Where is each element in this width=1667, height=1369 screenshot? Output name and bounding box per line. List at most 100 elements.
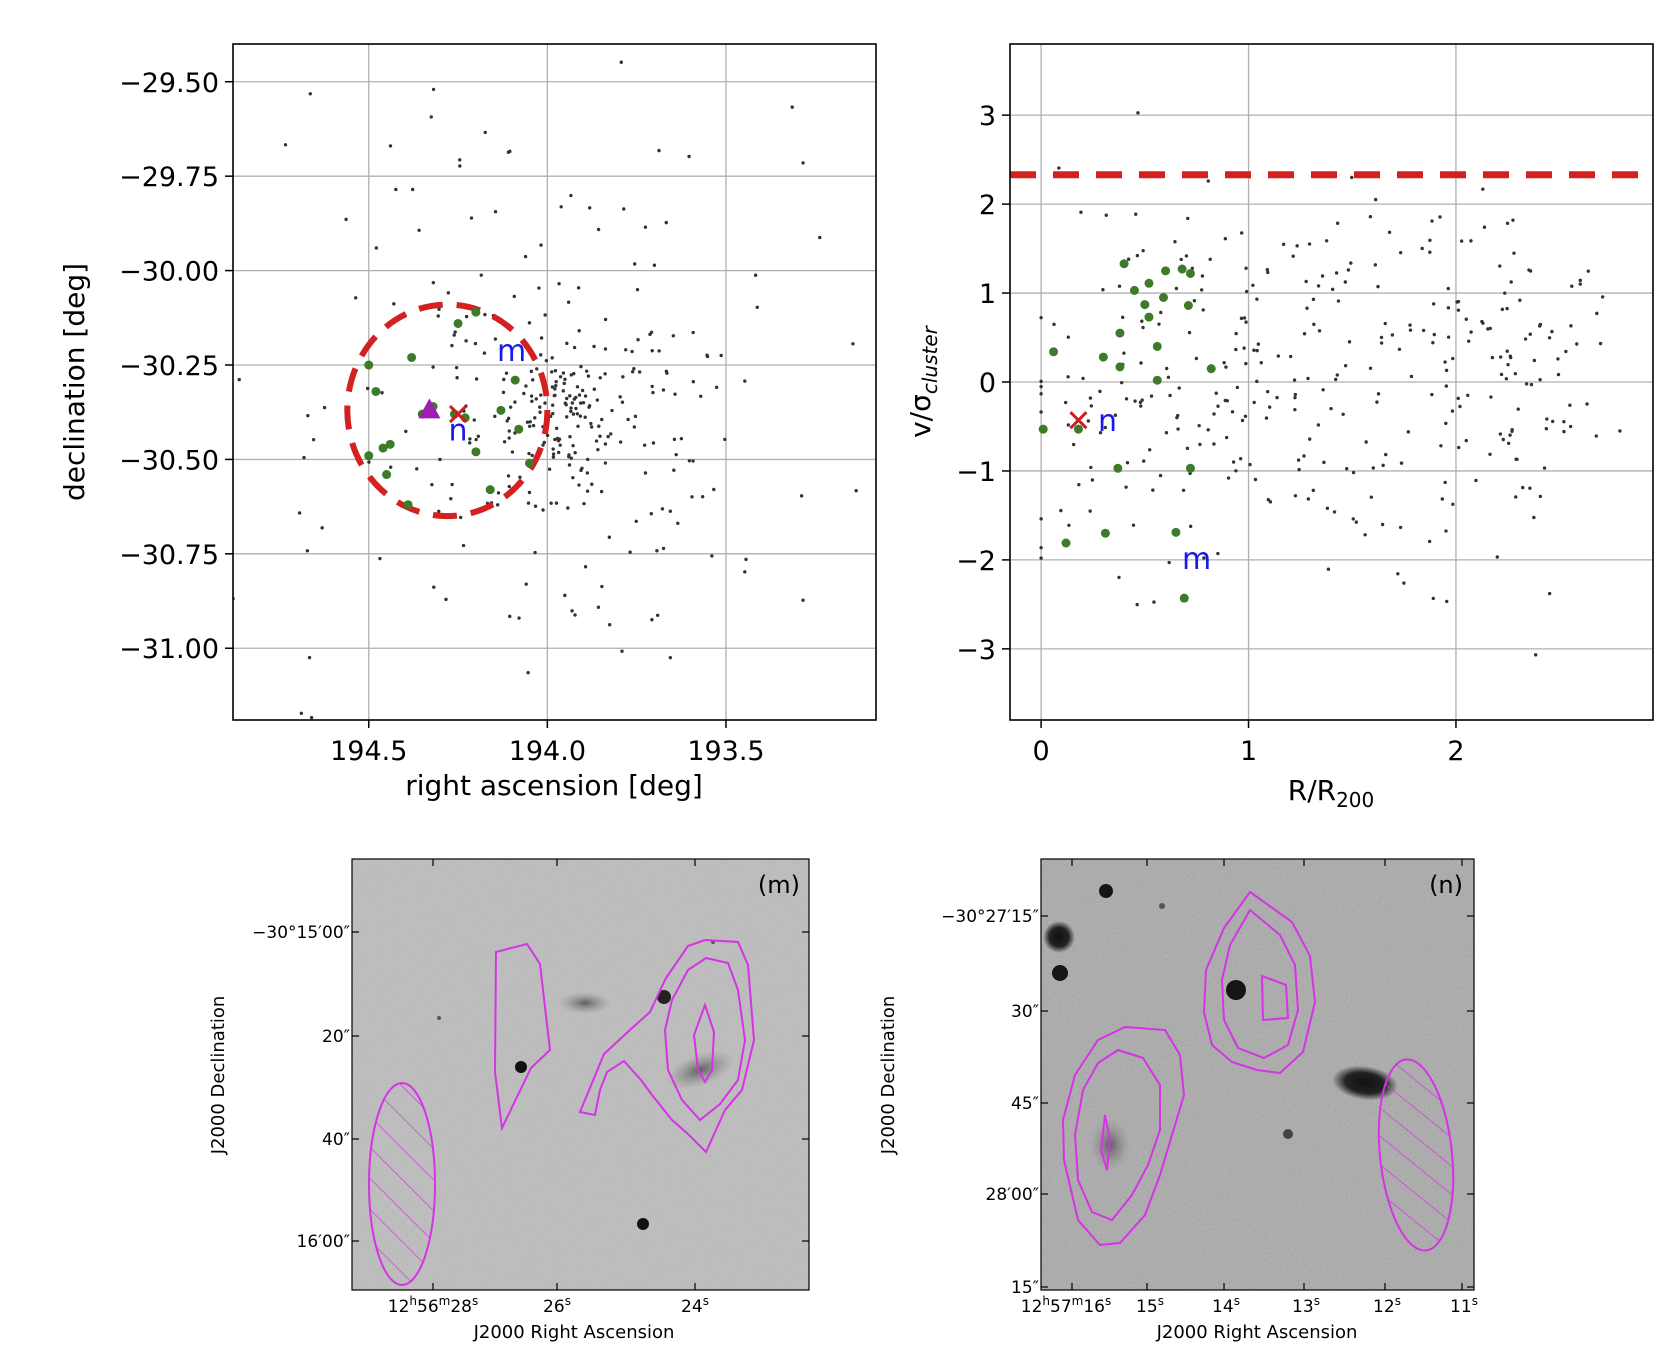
thumb-m-beam-ellipse [368,1082,436,1286]
sky-background-point [553,387,557,391]
sky-background-point [450,482,454,487]
sky-background-point [655,549,659,553]
thumb-m-xtick-label: 12h56m28s [388,1294,479,1317]
phase-background-point [1556,357,1560,361]
phase-member-point [1152,341,1162,351]
sky-member-point [385,439,395,449]
phase-background-point [1151,488,1155,492]
phase-background-galaxies [1039,111,1622,657]
sky-background-point [504,371,509,375]
phase-background-point [1244,320,1248,324]
thumb-n-contour [1073,1048,1161,1222]
phase-xtick-label: 0 [1033,736,1050,767]
thumb-m-ylabel: J2000 Declination [208,996,229,1156]
sky-background-point [378,556,382,561]
phase-background-point [1039,545,1043,550]
sky-background-point [851,342,855,346]
phase-background-point [1142,459,1146,463]
sky-background-point [799,494,804,498]
sky-background-point [564,402,568,407]
phase-member-point [1183,301,1193,311]
phase-background-point [1164,366,1169,371]
phase-background-point [1206,179,1210,183]
sky-background-point [603,442,608,446]
phase-background-point [1168,393,1172,398]
phase-background-point [1226,476,1231,480]
sky-background-point [596,227,601,232]
phase-background-point [1445,599,1449,604]
sky-background-point [571,443,575,448]
sky-background-point [603,317,608,322]
sky-background-point [643,225,648,229]
phase-background-point [1428,238,1432,242]
sky-background-point [507,436,511,440]
sky-background-point [566,506,570,510]
sky-background-point [552,393,556,398]
phase-background-point [1234,331,1238,336]
phase-background-point [1179,257,1183,262]
sky-background-point [525,420,530,424]
phase-background-point [1177,386,1181,390]
sky-background-point [584,369,589,373]
sky-background-point [619,60,623,64]
phase-background-point [1276,354,1281,358]
phase-background-point [1506,441,1511,445]
sky-background-point [558,375,563,379]
sky-background-point [529,394,534,398]
phase-member-point [1177,264,1187,274]
sky-background-point [710,554,714,558]
phase-ytick-label: 2 [979,190,996,221]
sky-background-point [554,501,559,505]
phase-background-point [1474,478,1478,483]
phase-background-point [1239,231,1244,235]
phase-background-point [1451,502,1455,506]
sky-background-point [305,549,310,553]
phase-background-point [1251,283,1255,288]
phase-member-point [1073,424,1083,434]
sky-background-point [561,389,566,393]
phase-background-point [1167,560,1171,565]
phase-background-point [1503,291,1507,295]
sky-background-point [571,475,575,480]
phase-background-point [1335,221,1340,225]
sky-background-point [609,432,613,436]
phase-background-point [1079,210,1083,214]
phase-background-point [1322,460,1326,465]
phase-member-point [1049,347,1059,357]
phase-annotations: mn [1098,404,1211,577]
sky-background-point [474,377,479,381]
sky-background-point [594,439,599,443]
sky-background-point [672,468,676,472]
phase-member-point [1115,362,1125,372]
thumb-n-tag: (n) [1429,871,1463,899]
sky-background-point [533,504,538,508]
phase-background-point [1329,406,1333,411]
phase-background-point [1101,288,1105,292]
sky-background-point [297,511,302,515]
sky-background-point [657,148,661,153]
sky-background-point [458,164,462,168]
phase-background-point [1039,379,1043,384]
phase-background-point [1242,346,1246,350]
phase-member-point [1038,424,1048,434]
phase-background-point [1430,219,1434,223]
phase-background-point [1302,454,1306,458]
phase-background-point [1317,329,1322,333]
sky-background-point [506,474,511,478]
sky-background-point [705,354,710,359]
sky-background-point [687,459,692,463]
phase-background-point [1302,332,1307,336]
sky-background-point [437,509,441,514]
sky-background-point [801,161,805,165]
phase-background-point [1316,423,1321,427]
phase-background-point [1506,362,1510,367]
phase-background-point [1444,384,1449,388]
phase-background-point [1545,417,1549,421]
sky-background-point [538,405,542,409]
sky-background-point [283,143,288,147]
sky-background-point [637,370,642,374]
phase-background-point [1066,423,1071,427]
thumb-n-star [1226,980,1246,1000]
phase-background-point [1578,278,1582,283]
